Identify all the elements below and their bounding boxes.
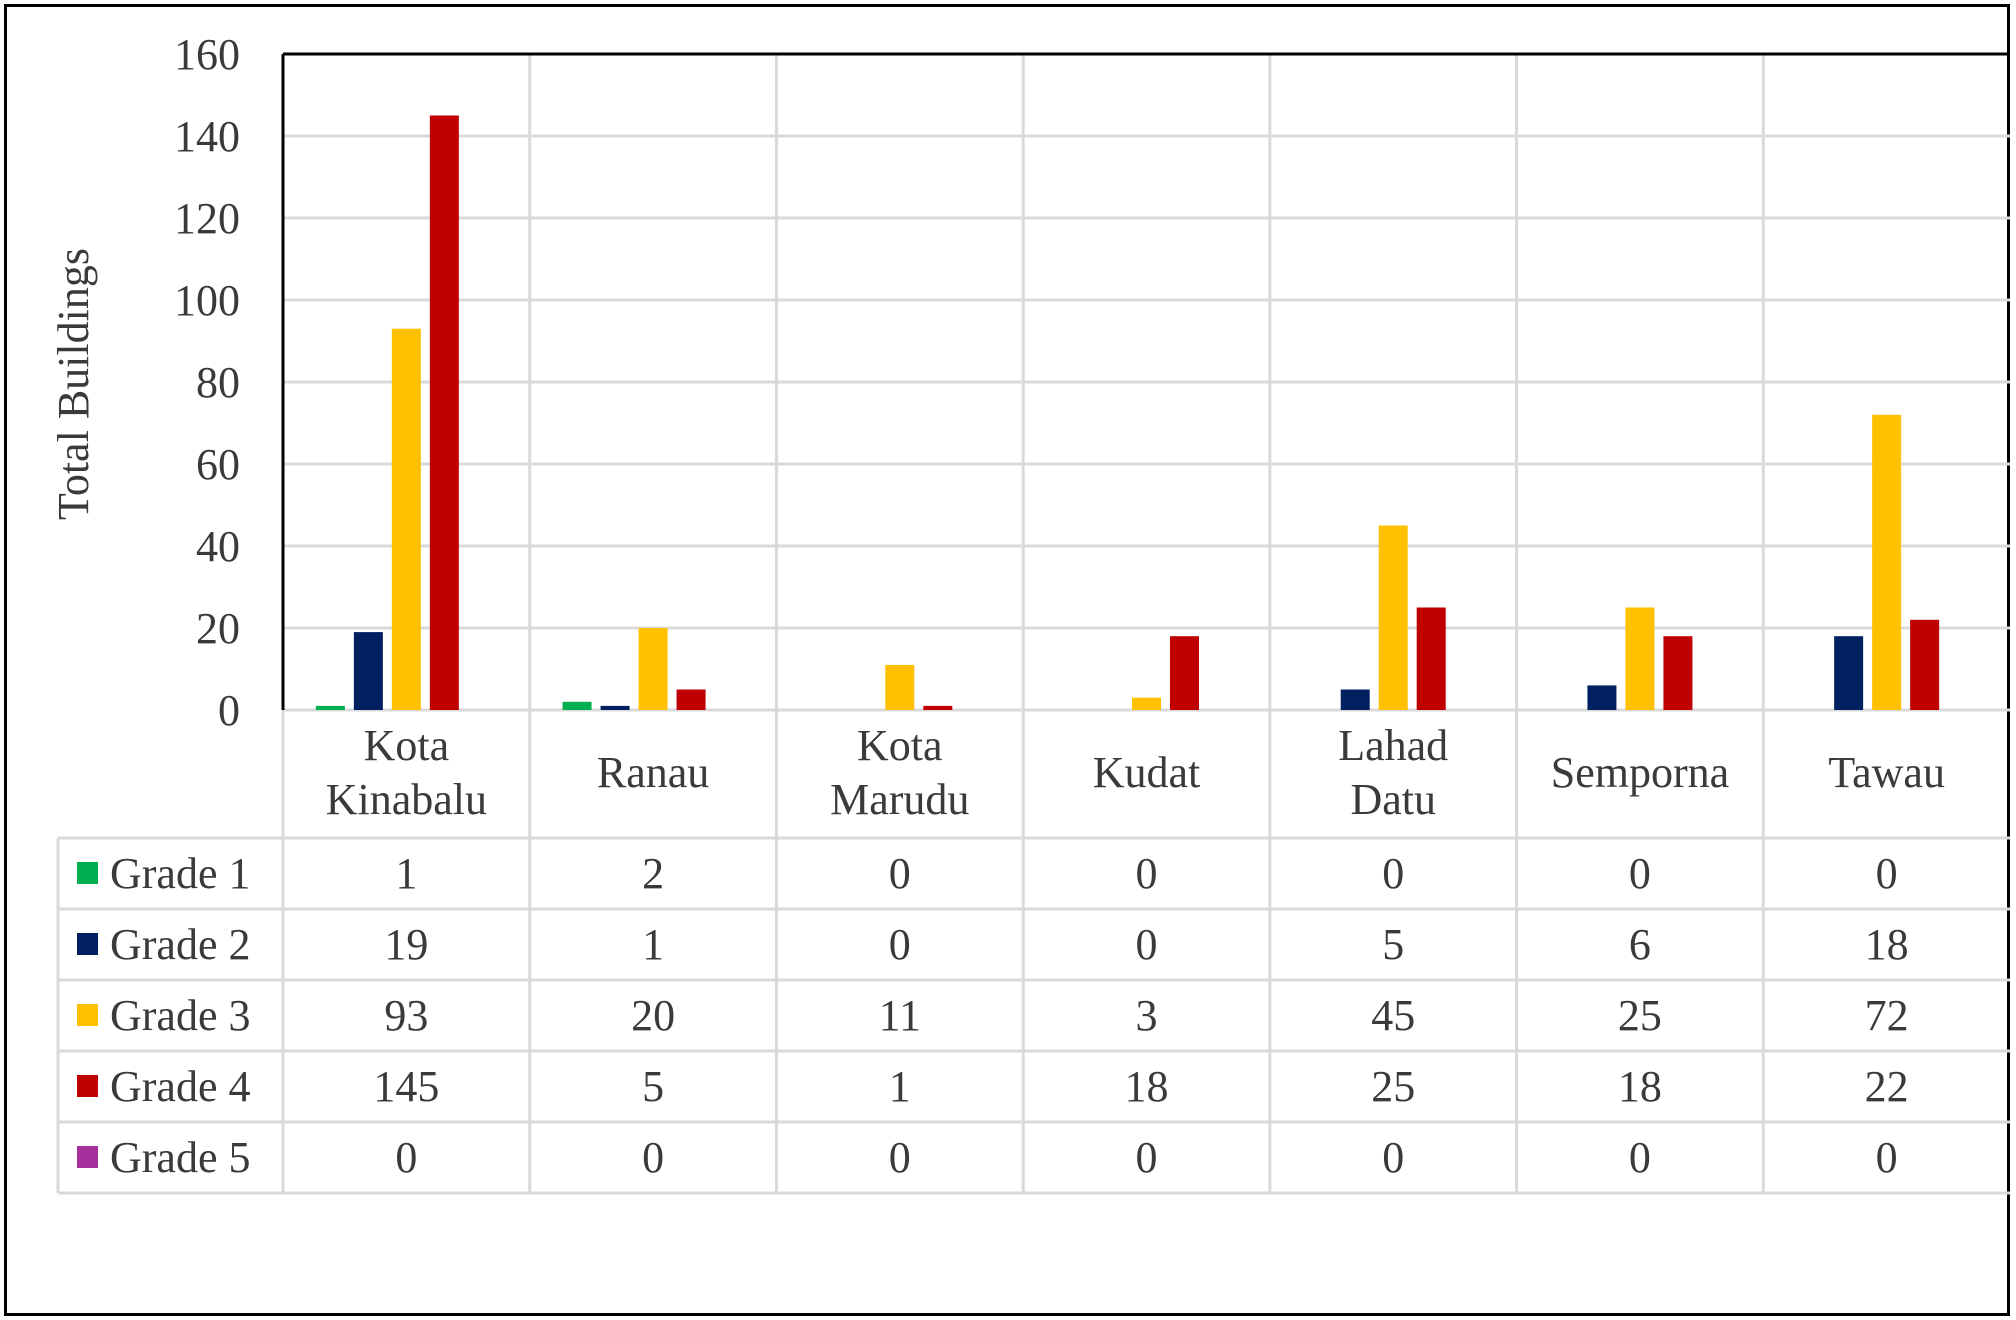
x-tick-label: Kudat bbox=[1093, 748, 1201, 797]
bar bbox=[1340, 689, 1370, 710]
bar bbox=[1663, 636, 1693, 710]
bar bbox=[391, 328, 421, 710]
legend-swatch bbox=[77, 1004, 98, 1026]
y-tick-label: 40 bbox=[196, 522, 240, 571]
y-tick-label: 140 bbox=[174, 112, 240, 161]
table-cell: 1 bbox=[642, 920, 664, 969]
table-cell: 0 bbox=[1136, 849, 1158, 898]
table-cell: 72 bbox=[1865, 991, 1909, 1040]
table-cell: 11 bbox=[879, 991, 921, 1040]
bar bbox=[1910, 619, 1940, 710]
bar bbox=[1170, 636, 1199, 710]
table-cell: 18 bbox=[1618, 1062, 1662, 1111]
table-cell: 0 bbox=[889, 920, 911, 969]
legend-swatch bbox=[77, 1146, 98, 1168]
bar bbox=[1416, 607, 1446, 710]
table-cell: 0 bbox=[1876, 849, 1898, 898]
legend-swatch bbox=[77, 1075, 98, 1097]
bar bbox=[1625, 607, 1655, 710]
x-tick-label: Kota bbox=[857, 721, 943, 770]
x-tick-label: Datu bbox=[1350, 775, 1436, 824]
bar bbox=[885, 664, 915, 710]
table-cell: 2 bbox=[642, 849, 664, 898]
bar bbox=[353, 632, 383, 710]
x-tick-label: Marudu bbox=[830, 775, 969, 824]
bar bbox=[600, 705, 630, 710]
table-cell: 0 bbox=[889, 849, 911, 898]
table-cell: 0 bbox=[1382, 1133, 1404, 1182]
table-cell: 18 bbox=[1125, 1062, 1169, 1111]
table-cell: 0 bbox=[642, 1133, 664, 1182]
x-tick-label: Ranau bbox=[597, 748, 709, 797]
table-cell: 0 bbox=[1136, 1133, 1158, 1182]
y-tick-label: 120 bbox=[174, 194, 240, 243]
legend-label: Grade 5 bbox=[110, 1133, 251, 1182]
bar bbox=[1132, 697, 1161, 710]
table-cell: 25 bbox=[1618, 991, 1662, 1040]
table-cell: 19 bbox=[384, 920, 428, 969]
table-cell: 0 bbox=[1136, 920, 1158, 969]
bar bbox=[562, 701, 592, 710]
bar bbox=[638, 628, 668, 710]
y-tick-label: 100 bbox=[174, 276, 240, 325]
y-tick-label: 160 bbox=[174, 30, 240, 79]
table-cell: 0 bbox=[1629, 849, 1651, 898]
table-cell: 145 bbox=[373, 1062, 439, 1111]
table-cell: 45 bbox=[1371, 991, 1415, 1040]
table-cell: 93 bbox=[384, 991, 428, 1040]
legend-label: Grade 2 bbox=[110, 920, 251, 969]
y-tick-label: 60 bbox=[196, 440, 240, 489]
table-cell: 0 bbox=[889, 1133, 911, 1182]
legend-label: Grade 3 bbox=[110, 991, 251, 1040]
legend-swatch bbox=[77, 862, 98, 884]
bar bbox=[315, 705, 345, 710]
table-cell: 0 bbox=[395, 1133, 417, 1182]
x-tick-label: Kota bbox=[364, 721, 450, 770]
bar bbox=[1834, 636, 1864, 710]
y-tick-label: 20 bbox=[196, 604, 240, 653]
table-cell: 5 bbox=[642, 1062, 664, 1111]
bars bbox=[315, 115, 1940, 710]
legend-label: Grade 4 bbox=[110, 1062, 251, 1111]
table-cell: 18 bbox=[1865, 920, 1909, 969]
legend-label: Grade 1 bbox=[110, 849, 251, 898]
bar bbox=[676, 689, 706, 710]
table-cell: 1 bbox=[395, 849, 417, 898]
x-tick-label: Kinabalu bbox=[326, 775, 487, 824]
bar bbox=[429, 115, 459, 710]
table-cell: 6 bbox=[1629, 920, 1651, 969]
y-axis-label: Total Buildings bbox=[49, 248, 98, 520]
table-cell: 0 bbox=[1876, 1133, 1898, 1182]
y-tick-label: 80 bbox=[196, 358, 240, 407]
bar bbox=[1587, 685, 1617, 710]
x-tick-label: Lahad bbox=[1338, 721, 1448, 770]
table-cell: 1 bbox=[889, 1062, 911, 1111]
table-cell: 3 bbox=[1136, 991, 1158, 1040]
legend-swatch bbox=[77, 933, 98, 955]
table-cell: 22 bbox=[1865, 1062, 1909, 1111]
axes: 0 20 40 60 80 100 120 140 160 Kota Kinabalu Ranau Ko… bbox=[174, 30, 2010, 824]
table-cell: 0 bbox=[1629, 1133, 1651, 1182]
bar bbox=[1872, 414, 1902, 710]
x-tick-label: Semporna bbox=[1551, 748, 1729, 797]
x-tick-label: Tawau bbox=[1828, 748, 1945, 797]
bar bbox=[1378, 525, 1408, 710]
table-cell: 5 bbox=[1382, 920, 1404, 969]
table-cell: 25 bbox=[1371, 1062, 1415, 1111]
table-cell: 0 bbox=[1382, 849, 1404, 898]
bar bbox=[923, 705, 953, 710]
table-cell: 20 bbox=[631, 991, 675, 1040]
y-tick-label: 0 bbox=[218, 686, 240, 735]
